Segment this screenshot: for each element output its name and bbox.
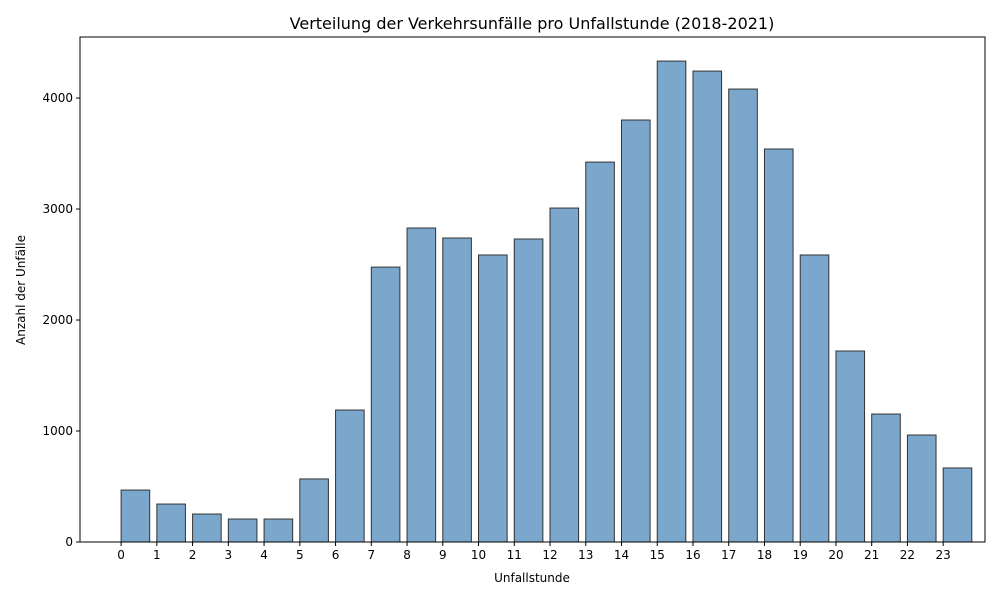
x-tick-label: 0: [117, 548, 125, 562]
bar: [442, 237, 472, 543]
y-axis-label: Anzahl der Unfälle: [14, 235, 28, 345]
x-axis-label: Unfallstunde: [494, 571, 570, 585]
x-tick-label: 15: [650, 548, 665, 562]
y-tick-label: 1000: [42, 424, 73, 438]
x-tick-label: 21: [864, 548, 879, 562]
x-tick-label: 19: [793, 548, 808, 562]
x-tick-label: 12: [542, 548, 557, 562]
bar: [478, 254, 508, 543]
x-tick-label: 1: [153, 548, 161, 562]
x-tick-label: 14: [614, 548, 629, 562]
chart-title: Verteilung der Verkehrsunfälle pro Unfal…: [290, 14, 775, 33]
bar: [585, 161, 615, 543]
plot-frame: [79, 36, 986, 543]
x-tick-label: 13: [578, 548, 593, 562]
bar: [156, 503, 186, 543]
y-tick-label: 0: [65, 535, 73, 549]
bar: [692, 70, 723, 543]
x-tick-label: 5: [296, 548, 304, 562]
bar: [370, 266, 401, 543]
bar: [620, 119, 651, 543]
x-tick-label: 23: [936, 548, 951, 562]
bar: [513, 238, 544, 543]
x-tick-label: 18: [757, 548, 772, 562]
bar: [227, 518, 258, 543]
bar: [120, 489, 151, 543]
bar: [335, 409, 365, 543]
bar: [906, 434, 937, 543]
x-tick-label: 8: [403, 548, 411, 562]
bar: [549, 207, 580, 543]
x-tick-label: 3: [225, 548, 233, 562]
x-tick-label: 4: [260, 548, 268, 562]
x-tick-label: 22: [900, 548, 915, 562]
x-tick-label: 9: [439, 548, 447, 562]
bar: [942, 467, 973, 543]
bar: [728, 88, 758, 543]
x-tick-label: 6: [332, 548, 340, 562]
bar: [656, 60, 687, 543]
bar: [299, 478, 329, 543]
x-tick-label: 11: [507, 548, 522, 562]
bar: [406, 227, 437, 543]
y-tick-label: 2000: [42, 313, 73, 327]
bar: [763, 148, 794, 543]
bar: [871, 413, 901, 543]
x-tick-label: 20: [828, 548, 843, 562]
bar: [835, 350, 866, 543]
y-tick-label: 3000: [42, 202, 73, 216]
x-tick-label: 10: [471, 548, 486, 562]
x-tick-label: 7: [367, 548, 375, 562]
bar: [192, 513, 222, 543]
bar: [799, 254, 830, 543]
bar: [263, 518, 294, 543]
x-tick-label: 17: [721, 548, 736, 562]
x-tick-label: 2: [189, 548, 197, 562]
y-tick-label: 4000: [42, 91, 73, 105]
x-tick-label: 16: [685, 548, 700, 562]
